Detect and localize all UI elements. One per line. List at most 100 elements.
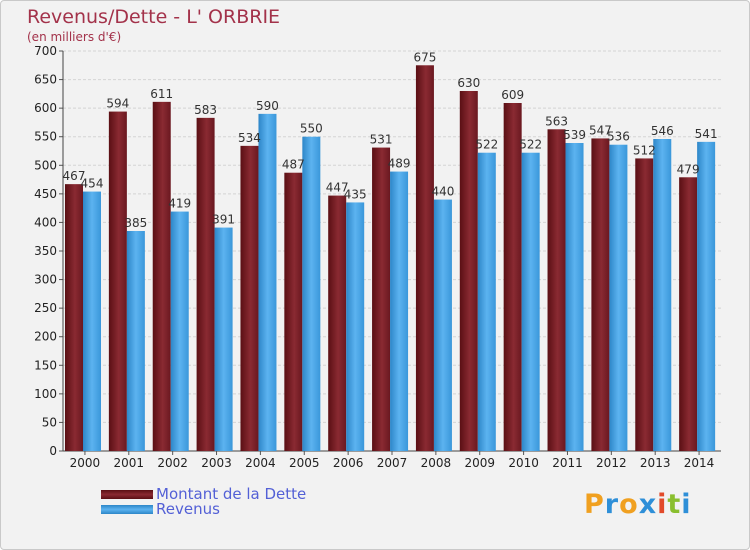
data-label-debt: 447 <box>326 181 349 195</box>
x-tick-label: 2001 <box>114 456 145 470</box>
bar-debt <box>108 111 127 452</box>
y-tick-label: 250 <box>34 301 57 315</box>
bar-revenue <box>609 144 628 451</box>
data-label-debt: 547 <box>589 123 612 137</box>
bar-revenue <box>126 231 145 451</box>
bar-revenue <box>565 143 584 451</box>
bar-revenue <box>521 152 540 451</box>
x-tick-label: 2006 <box>333 456 364 470</box>
y-tick-label: 450 <box>34 187 57 201</box>
y-tick-label: 500 <box>34 158 57 172</box>
bar-revenue <box>346 202 365 451</box>
y-tick-label: 100 <box>34 387 57 401</box>
bar-debt <box>503 103 522 451</box>
chart-title: Revenus/Dette - L' ORBRIE <box>27 6 281 28</box>
x-tick-label: 2011 <box>552 456 583 470</box>
data-label-debt: 467 <box>63 169 86 183</box>
bar-revenue <box>258 113 277 451</box>
data-label-debt: 563 <box>545 114 568 128</box>
data-label-debt: 594 <box>106 97 129 111</box>
bar-revenue <box>477 152 496 451</box>
y-tick-label: 350 <box>34 244 57 258</box>
bar-revenue <box>697 141 716 451</box>
bar-debt <box>591 138 610 451</box>
logo-letter: i <box>657 489 668 520</box>
logo-letter: P <box>584 489 605 520</box>
logo-letter: o <box>619 489 639 520</box>
bar-debt <box>328 195 347 451</box>
x-tick-label: 2002 <box>157 456 188 470</box>
bar-debt <box>372 147 391 452</box>
logo-letter: x <box>638 489 658 520</box>
data-label-revenue: 522 <box>519 138 542 152</box>
x-tick-label: 2005 <box>289 456 320 470</box>
legend-label-revenue: Revenus <box>156 500 220 518</box>
y-tick-label: 600 <box>34 101 57 115</box>
bar-revenue <box>83 191 101 452</box>
legend-swatch-debt <box>101 490 153 499</box>
y-tick-label: 200 <box>34 330 57 344</box>
chart-subtitle: (en milliers d'€) <box>27 30 122 44</box>
bar-debt <box>152 101 171 451</box>
bar-debt <box>459 91 478 451</box>
bar-revenue <box>214 227 233 451</box>
bar-revenue <box>653 139 672 451</box>
x-tick-label: 2004 <box>245 456 276 470</box>
legend: Montant de la Dette Revenus <box>101 487 306 517</box>
data-label-revenue: 546 <box>651 124 674 138</box>
bar-debt <box>415 65 434 452</box>
data-label-revenue: 385 <box>124 216 147 230</box>
bar-debt <box>635 158 654 451</box>
data-label-debt: 611 <box>150 87 173 101</box>
data-label-debt: 479 <box>677 162 700 176</box>
data-label-revenue: 522 <box>475 138 498 152</box>
data-label-revenue: 536 <box>607 130 630 144</box>
y-tick-label: 50 <box>42 415 57 429</box>
data-label-revenue: 419 <box>168 197 191 211</box>
x-tick-label: 2014 <box>684 456 715 470</box>
legend-swatch-revenue <box>101 505 153 514</box>
bar-debt <box>196 117 215 451</box>
y-tick-label: 300 <box>34 273 57 287</box>
x-tick-label: 2003 <box>201 456 232 470</box>
y-tick-label: 150 <box>34 358 57 372</box>
data-label-debt: 531 <box>370 133 393 147</box>
data-label-revenue: 489 <box>388 157 411 171</box>
bar-revenue <box>433 199 452 451</box>
x-tick-label: 2007 <box>377 456 408 470</box>
x-tick-label: 2010 <box>508 456 539 470</box>
data-label-revenue: 435 <box>344 187 367 201</box>
y-tick-label: 550 <box>34 130 57 144</box>
bar-revenue <box>302 136 321 451</box>
legend-item-revenue: Revenus <box>101 502 306 517</box>
x-tick-label: 2009 <box>464 456 495 470</box>
data-label-revenue: 391 <box>212 213 235 227</box>
y-tick-label: 650 <box>34 73 57 87</box>
data-label-debt: 583 <box>194 103 217 117</box>
data-label-revenue: 541 <box>695 127 718 141</box>
y-tick-label: 700 <box>34 44 57 58</box>
data-label-debt: 609 <box>501 88 524 102</box>
x-tick-label: 2012 <box>596 456 627 470</box>
data-label-revenue: 440 <box>431 185 454 199</box>
bar-debt <box>65 184 83 451</box>
bar-debt <box>240 145 259 451</box>
y-tick-label: 400 <box>34 215 57 229</box>
data-label-revenue: 539 <box>563 128 586 142</box>
bar-debt <box>547 129 566 452</box>
logo-letter: r <box>604 489 620 520</box>
x-tick-label: 2000 <box>70 456 101 470</box>
x-tick-label: 2008 <box>421 456 452 470</box>
legend-item-debt: Montant de la Dette <box>101 487 306 502</box>
y-tick-label: 0 <box>49 444 57 458</box>
legend-label-debt: Montant de la Dette <box>156 485 307 503</box>
data-label-revenue: 550 <box>300 122 323 136</box>
data-label-debt: 534 <box>238 131 261 145</box>
data-label-debt: 675 <box>413 50 436 64</box>
data-label-debt: 512 <box>633 143 656 157</box>
logo-letter: t <box>667 489 682 520</box>
data-label-debt: 630 <box>457 76 480 90</box>
data-label-debt: 487 <box>282 158 305 172</box>
